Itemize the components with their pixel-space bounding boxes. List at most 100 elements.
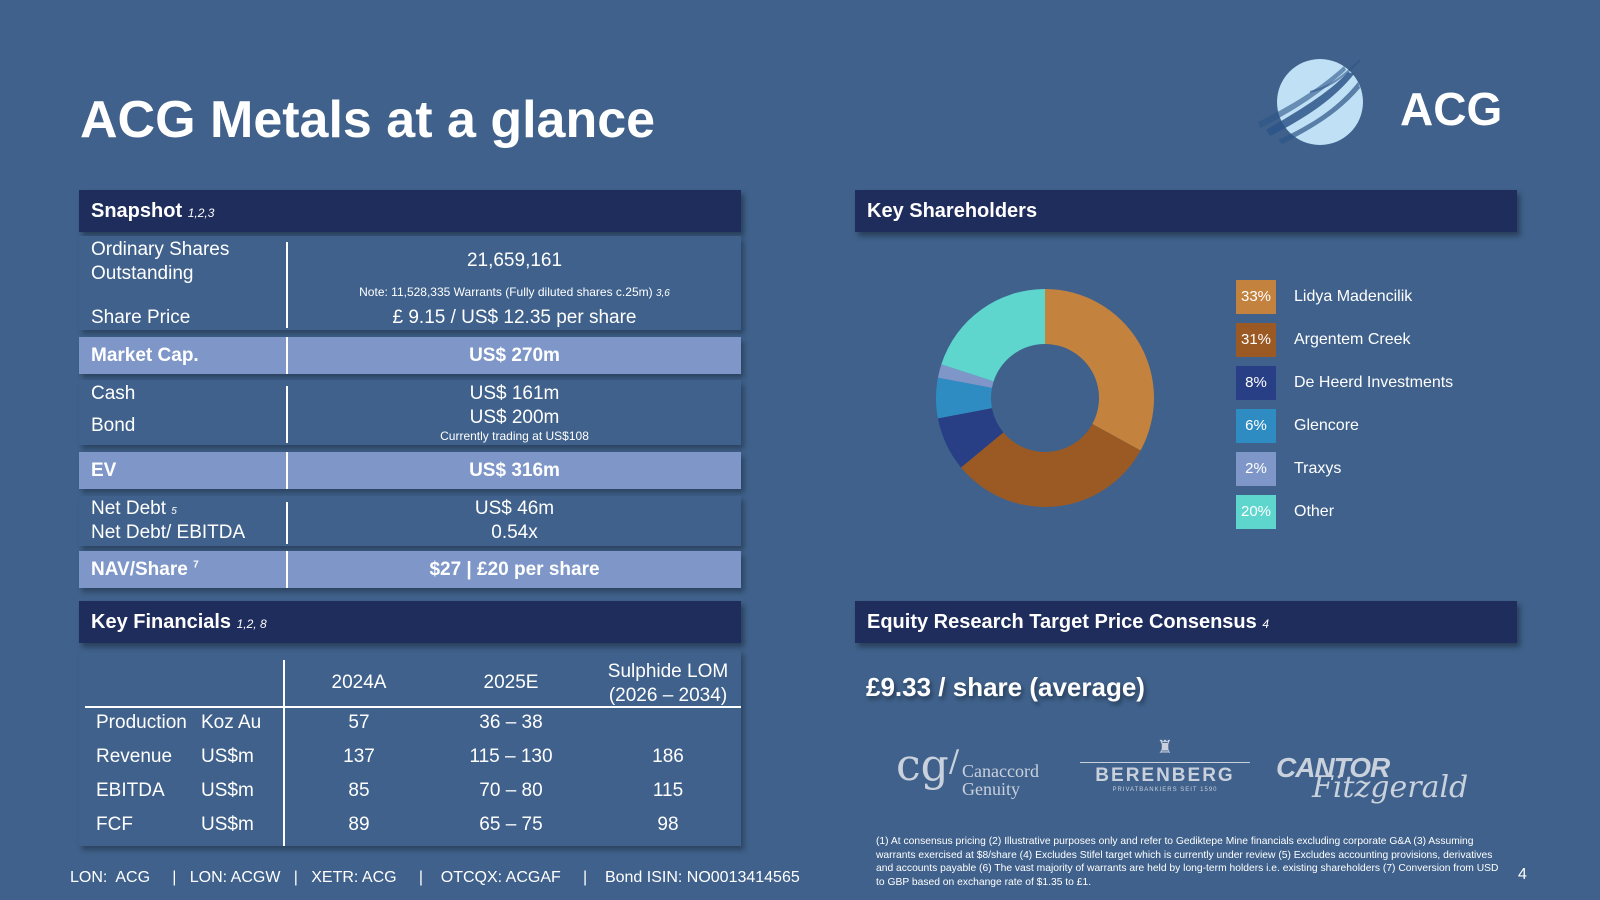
nav-label: NAV/Share [91,559,188,580]
logo-text: ACG [1400,83,1503,135]
legend-label: Traxys [1294,460,1342,477]
nav-value: $27 | £20 per share [429,559,600,580]
berenberg-tagline: PRIVATBANKIERS SEIT 1590 [1112,787,1218,793]
berenberg-name: BERENBERG [1080,762,1250,787]
net-debt-label: Net Debt [91,498,166,519]
shares-outstanding-value: 21,659,161 [466,250,563,271]
bond-label: Bond [91,415,136,436]
cash-value: US$ 161m [469,383,560,404]
legend-item: 31% Argentem Creek [1236,323,1536,357]
legend-item: 8% De Heerd Investments [1236,366,1536,400]
shares-outstanding-label: Ordinary Shares Outstanding [91,239,230,284]
consensus-value: £9.33 / share (average) [866,672,1145,702]
share-price-value: £ 9.15 / US$ 12.35 per share [392,307,637,328]
row-2024: 85 [348,780,370,801]
legend-swatch: 20% [1236,495,1276,529]
cantor-name: CANTOR [1276,752,1390,783]
donut-slice-lidya-madencilik [1045,289,1154,451]
legend-item: 6% Glencore [1236,409,1536,443]
legend-label: De Heerd Investments [1294,374,1454,391]
row-2025: 70 – 80 [479,780,543,801]
snapshot-title: Snapshot [91,200,183,222]
market-cap-label: Market Cap. [91,345,199,366]
net-debt-ebitda-label: Net Debt/ EBITDA [91,522,246,543]
key-financials-ref: 1,2, 8 [236,617,267,631]
key-shareholders-title: Key Shareholders [867,200,1038,222]
legend-item: 2% Traxys [1236,452,1536,486]
row-unit: Koz Au [201,712,262,733]
bond-note: Currently trading at US$108 [440,429,589,443]
snapshot-shares-block: Ordinary Shares Outstanding 21,659,161 N… [79,236,741,330]
net-debt-ref: 5 [171,506,177,517]
legend-swatch: 31% [1236,323,1276,357]
col-header-2025: 2025E [483,672,539,693]
warrants-note: Note: 11,528,335 Warrants (Fully diluted… [288,285,741,299]
nav-share-row: NAV/Share 7 $27 | £20 per share [79,551,741,588]
berenberg-logo: ♜ BERENBERG PRIVATBANKIERS SEIT 1590 [1080,736,1250,793]
table-divider-vertical [283,660,285,846]
row-2025: 65 – 75 [479,814,543,835]
footnotes: (1) At consensus pricing (2) Illustrativ… [876,836,1499,888]
row-unit: US$m [201,780,254,801]
net-debt-ebitda-value: 0.54x [491,522,538,543]
canaccord-line-2: Genuity [962,779,1020,799]
cantor-logo: CANTOR Fitzgerald [1276,752,1468,805]
donut-slice-other [941,289,1045,382]
consensus-header: Equity Research Target Price Consensus 4 [855,601,1517,643]
row-2025: 36 – 38 [479,712,543,733]
column-divider [286,337,288,374]
donut-slice-glencore [936,377,992,419]
legend-item: 20% Other [1236,495,1536,529]
legend-label: Glencore [1294,417,1359,434]
column-divider [286,551,288,588]
column-divider [286,386,288,443]
page-number: 4 [1518,866,1527,883]
page-title: ACG Metals at a glance [80,91,656,149]
legend-label: Lidya Madencilik [1294,288,1413,305]
col-header-lom-1: Sulphide LOM [607,661,729,682]
row-unit: US$m [201,814,254,835]
row-lom: 186 [652,746,684,767]
shareholders-donut-chart [936,289,1154,507]
legend-item: 33% Lidya Madencilik [1236,280,1536,314]
net-debt-block: Net Debt 5 US$ 46m Net Debt/ EBITDA 0.54… [79,496,741,546]
warrants-note-text: Note: 11,528,335 Warrants (Fully diluted… [359,285,653,299]
market-cap-row: Market Cap. US$ 270m [79,337,741,374]
snapshot-header: Snapshot 1,2,3 [79,190,741,232]
table-row: FCF US$m 89 65 – 75 98 [79,814,741,848]
row-lom: 115 [652,780,684,801]
key-financials-header: Key Financials 1,2, 8 [79,601,741,643]
col-header-2024: 2024A [331,672,387,693]
nav-label-wrap: NAV/Share 7 [91,559,199,581]
fitzgerald-name: Fitzgerald [1312,770,1469,805]
column-divider [286,502,288,544]
market-cap-value: US$ 270m [469,345,560,366]
col-header-lom: Sulphide LOM (2026 – 2034) [591,660,745,708]
row-metric: Revenue [96,746,173,767]
legend-swatch: 2% [1236,452,1276,486]
cash-label: Cash [91,383,136,404]
consensus-ref: 4 [1262,617,1270,631]
key-financials-title: Key Financials [91,611,232,633]
table-row: Revenue US$m 137 115 – 130 186 [79,746,741,780]
legend-swatch: 6% [1236,409,1276,443]
acg-globe-logo [1258,59,1363,145]
donut-slice-de-heerd-investments [937,408,1004,468]
nav-ref: 7 [193,559,199,571]
ticker-line: LON: ACG | LON: ACGW | XETR: ACG | OTCQX… [70,869,800,886]
canaccord-mark: cg [896,740,949,791]
row-lom: 98 [657,814,679,835]
donut-slice-argentem-creek [961,424,1141,507]
canaccord-text: Canaccord Genuity [962,762,1039,798]
row-2025: 115 – 130 [469,746,553,767]
col-header-lom-2: (2026 – 2034) [608,685,728,706]
column-divider [286,452,288,489]
row-2024: 57 [348,712,370,733]
table-row: Production Koz Au 57 36 – 38 [79,712,741,746]
ev-value: US$ 316m [469,460,560,481]
legend-label: Other [1294,503,1335,520]
row-unit: US$m [201,746,254,767]
donut-slice-traxys [937,364,994,388]
table-row: EBITDA US$m 85 70 – 80 115 [79,780,741,814]
ev-row: EV US$ 316m [79,452,741,489]
